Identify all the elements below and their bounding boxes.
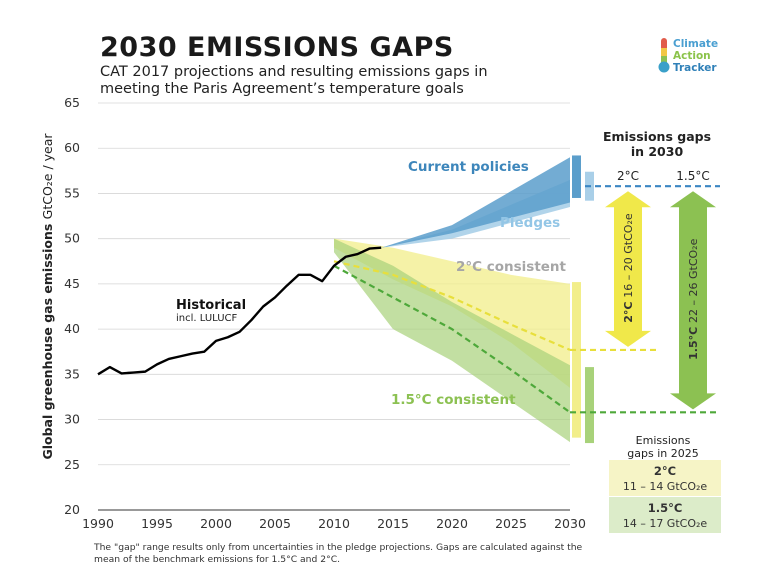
pledges-band	[381, 179, 570, 248]
y-tick-label: 65	[64, 95, 80, 110]
footnote: The "gap" range results only from uncert…	[94, 542, 583, 565]
y-tick-label: 40	[64, 321, 80, 336]
y-tick-label: 25	[64, 457, 80, 472]
y-axis-label: Global greenhouse gas emissions GtCO₂e /…	[40, 133, 55, 460]
current-policies-band	[381, 157, 570, 248]
series-labels: Current policies Pledges 2°C consistent 1.5…	[176, 159, 567, 408]
2c-consistent-label: 2°C consistent	[456, 259, 567, 275]
2c-range-bar	[572, 282, 581, 438]
gap-1-5c-range-label: 1.5°C 22 – 26 GtCO₂e	[687, 238, 700, 359]
y-tick-label: 50	[64, 231, 80, 246]
x-tick-label: 2000	[200, 516, 232, 531]
current-policies-label: Current policies	[408, 159, 529, 175]
y-tick-label: 20	[64, 502, 80, 517]
y-axis-label-text: Global greenhouse gas emissions	[40, 219, 55, 459]
gap-2c-arrow	[605, 191, 651, 347]
logo-line-3: Tracker	[673, 62, 717, 74]
gap-2c-header: 2°C	[617, 169, 639, 183]
1-5c-range-bar	[585, 367, 594, 444]
historical-sublabel: incl. LULUCF	[176, 313, 238, 324]
x-tick-label: 1995	[141, 516, 173, 531]
y-tick-label: 30	[64, 412, 80, 427]
logo-line-2: Action	[673, 50, 711, 62]
y-tick-label: 55	[64, 185, 80, 200]
x-tick-label: 2015	[377, 516, 409, 531]
thermometer-icon	[658, 38, 670, 73]
gap-2c-range-label: 2°C 16 – 20 GtCO₂e	[622, 213, 635, 323]
chart-title: 2030 EMISSIONS GAPS	[100, 32, 454, 63]
gap-1-5c-arrow	[670, 191, 716, 410]
x-tick-label: 2010	[318, 516, 350, 531]
x-tick-label: 2025	[495, 516, 527, 531]
1-5c-consistent-label: 1.5°C consistent	[391, 392, 516, 408]
x-tick-label: 1990	[82, 516, 114, 531]
x-tick-label: 2020	[436, 516, 468, 531]
chart-subtitle: CAT 2017 projections and resulting emiss…	[100, 64, 488, 97]
1-5c-consistent-band	[334, 238, 570, 443]
scenario-lines	[97, 246, 571, 414]
y-axis-label-unit: GtCO₂e / year	[40, 133, 55, 220]
y-tick-label: 60	[64, 140, 80, 155]
gap-2025-2c-range: 11 – 14 GtCO₂e	[623, 480, 708, 493]
y-tick-label: 35	[64, 366, 80, 381]
current-policies-range-bar	[572, 155, 581, 198]
x-tick-label: 2030	[554, 516, 586, 531]
logo-line-1: Climate	[673, 38, 719, 50]
pledges-label: Pledges	[500, 215, 560, 231]
gaps-2030-title: Emissions gaps in 2030	[603, 129, 711, 159]
1-5c-mean-line	[333, 264, 571, 414]
climate-action-tracker-logo: Climate Action Tracker	[656, 36, 756, 76]
gap-2025-2c-label: 2°C	[654, 464, 676, 478]
2c-mean-line	[333, 260, 571, 351]
gap-2025-1-5c-box	[609, 497, 721, 533]
historical-label: Historical	[176, 298, 246, 313]
gap-2025-1-5c-range: 14 – 17 GtCO₂e	[623, 517, 708, 530]
x-tick-label: 2005	[259, 516, 291, 531]
gaps-panel: Emissions gaps in 2030 2°C 1.5°C 2°C 16 – 20…	[570, 129, 721, 533]
historical-line	[97, 246, 382, 376]
gap-2025-1-5c-label: 1.5°C	[648, 501, 683, 515]
gap-2025-2c-box	[609, 460, 721, 496]
y-tick-label: 45	[64, 276, 80, 291]
gaps-2025-title: Emissions gaps in 2025	[627, 434, 698, 460]
gap-1-5c-header: 1.5°C	[676, 169, 709, 183]
